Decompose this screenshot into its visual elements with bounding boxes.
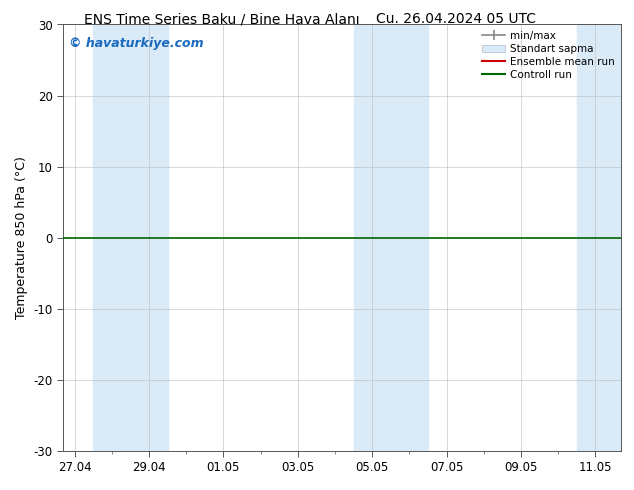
Bar [354, 24, 428, 451]
Text: Cu. 26.04.2024 05 UTC: Cu. 26.04.2024 05 UTC [377, 12, 536, 26]
Legend: min/max, Standart sapma, Ensemble mean run, Controll run: min/max, Standart sapma, Ensemble mean r… [478, 26, 619, 84]
Y-axis label: Temperature 850 hPa (°C): Temperature 850 hPa (°C) [15, 156, 28, 319]
Bar [93, 24, 167, 451]
Text: ENS Time Series Baku / Bine Hava Alanı: ENS Time Series Baku / Bine Hava Alanı [84, 12, 359, 26]
Bar [577, 24, 634, 451]
Text: © havaturkiye.com: © havaturkiye.com [69, 37, 204, 50]
